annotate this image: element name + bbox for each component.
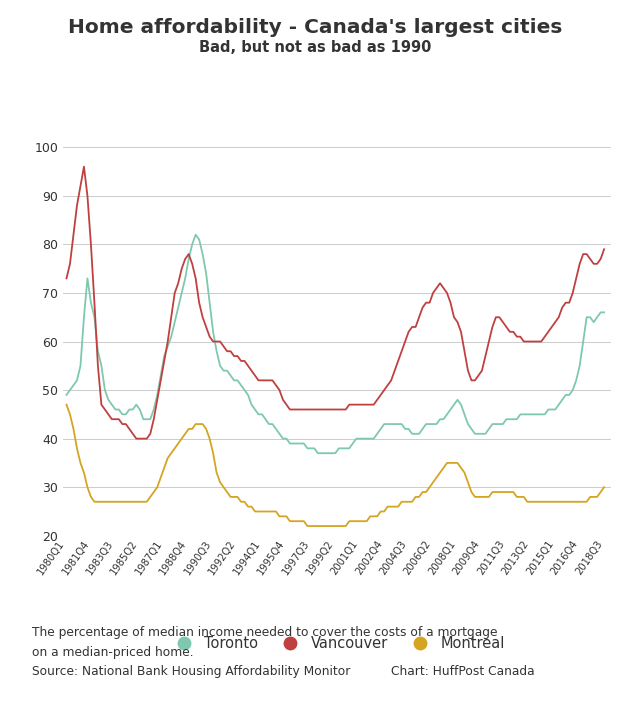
Legend: Toronto, Vancouver, Montreal: Toronto, Vancouver, Montreal [163, 631, 511, 657]
Text: The percentage of median income needed to cover the costs of a mortgage: The percentage of median income needed t… [32, 626, 497, 639]
Text: on a median-priced home.: on a median-priced home. [32, 646, 193, 659]
Text: Home affordability - Canada's largest cities: Home affordability - Canada's largest ci… [68, 18, 562, 37]
Text: Bad, but not as bad as 1990: Bad, but not as bad as 1990 [199, 40, 431, 55]
Text: Source: National Bank Housing Affordability Monitor: Source: National Bank Housing Affordabil… [32, 665, 350, 678]
Text: Chart: HuffPost Canada: Chart: HuffPost Canada [391, 665, 534, 678]
